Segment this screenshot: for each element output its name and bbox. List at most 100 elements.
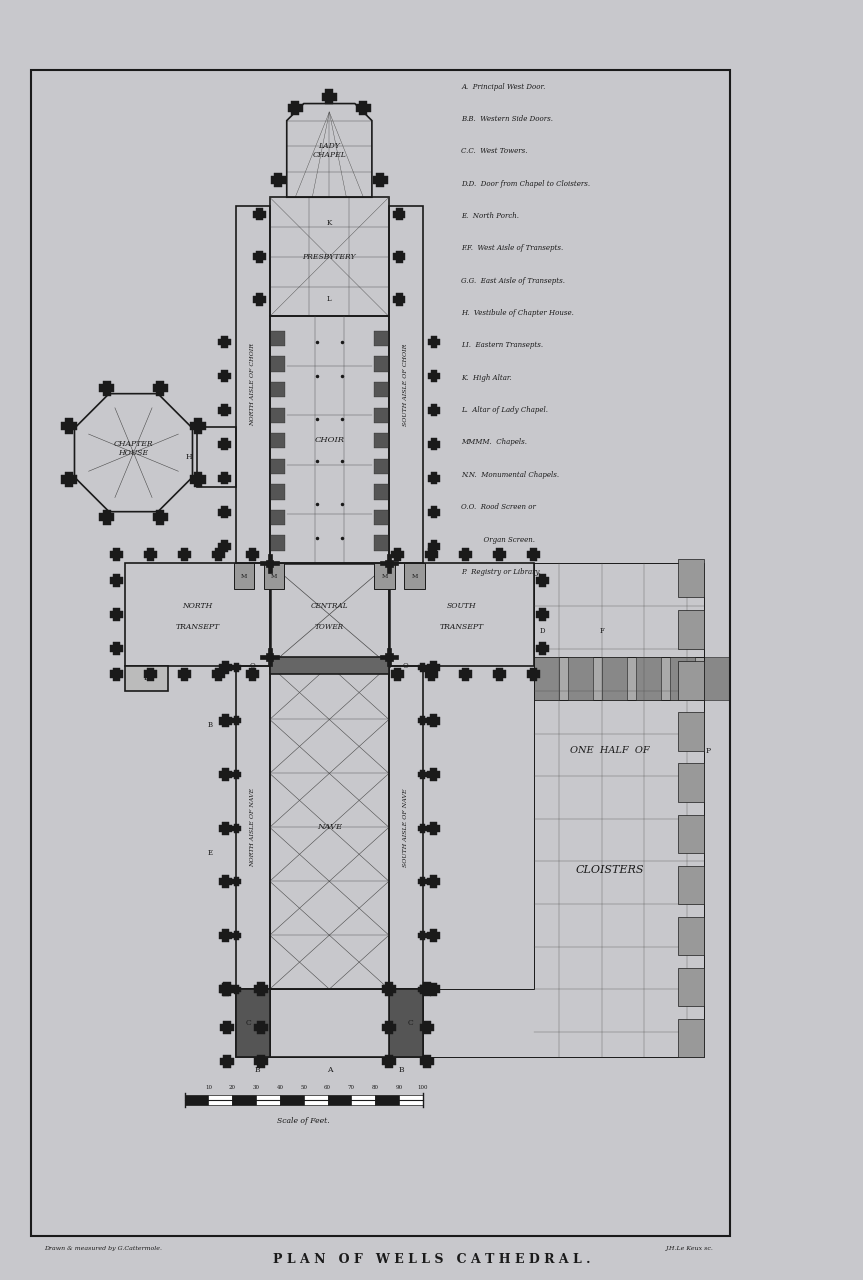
Text: K: K bbox=[327, 219, 332, 227]
Polygon shape bbox=[428, 472, 440, 484]
Polygon shape bbox=[219, 660, 232, 673]
Polygon shape bbox=[418, 771, 426, 780]
Bar bbox=[270, 381, 285, 397]
Polygon shape bbox=[426, 714, 440, 727]
Polygon shape bbox=[99, 380, 115, 396]
Bar bbox=[678, 865, 704, 904]
Bar bbox=[270, 484, 285, 499]
Polygon shape bbox=[393, 209, 406, 220]
Polygon shape bbox=[153, 509, 168, 525]
Bar bbox=[678, 611, 704, 649]
Polygon shape bbox=[428, 540, 440, 553]
Bar bbox=[270, 563, 389, 666]
Polygon shape bbox=[191, 419, 205, 434]
Bar bbox=[256, 1094, 280, 1105]
Text: 10: 10 bbox=[205, 1084, 212, 1089]
Polygon shape bbox=[232, 771, 241, 780]
Polygon shape bbox=[527, 668, 540, 681]
Polygon shape bbox=[418, 931, 426, 940]
Bar bbox=[389, 563, 533, 666]
Text: NAVE: NAVE bbox=[317, 823, 342, 831]
Bar bbox=[678, 559, 704, 598]
Bar bbox=[198, 428, 236, 486]
Polygon shape bbox=[426, 876, 440, 888]
Polygon shape bbox=[428, 404, 440, 416]
Text: A.  Principal West Door.: A. Principal West Door. bbox=[462, 82, 545, 91]
Polygon shape bbox=[232, 717, 241, 726]
Text: B.B.  Western Side Doors.: B.B. Western Side Doors. bbox=[462, 115, 553, 123]
Text: 30: 30 bbox=[253, 1084, 260, 1089]
Polygon shape bbox=[527, 548, 540, 562]
Bar bbox=[270, 407, 285, 422]
Polygon shape bbox=[536, 643, 549, 655]
Text: 50: 50 bbox=[300, 1084, 307, 1089]
Bar bbox=[268, 648, 272, 667]
Text: J.H.Le Keux sc.: J.H.Le Keux sc. bbox=[665, 1247, 713, 1252]
Text: P L A N   O F   W E L L S   C A T H E D R A L .: P L A N O F W E L L S C A T H E D R A L … bbox=[273, 1253, 590, 1266]
Text: H.  Vestibule of Chapter House.: H. Vestibule of Chapter House. bbox=[462, 308, 574, 317]
Text: CENTRAL: CENTRAL bbox=[311, 602, 348, 611]
Bar bbox=[264, 563, 284, 589]
Polygon shape bbox=[391, 668, 404, 681]
Text: SOUTH: SOUTH bbox=[446, 602, 476, 611]
Bar bbox=[236, 989, 270, 1057]
Text: O: O bbox=[249, 662, 255, 669]
Text: M: M bbox=[241, 573, 248, 579]
Text: C: C bbox=[407, 1019, 413, 1027]
Bar bbox=[270, 509, 285, 525]
Polygon shape bbox=[393, 251, 406, 262]
Bar bbox=[266, 653, 274, 660]
Bar bbox=[375, 563, 395, 589]
Text: NORTH AISLE OF CHOIR: NORTH AISLE OF CHOIR bbox=[250, 343, 255, 426]
Bar bbox=[678, 763, 704, 801]
Text: G.G.  East Aisle of Transepts.: G.G. East Aisle of Transepts. bbox=[462, 276, 565, 284]
Text: CHOIR: CHOIR bbox=[314, 436, 344, 444]
Bar bbox=[232, 1094, 256, 1105]
Bar bbox=[389, 206, 423, 563]
Bar bbox=[261, 562, 279, 566]
Bar bbox=[31, 69, 729, 1236]
Bar bbox=[374, 535, 389, 550]
Bar bbox=[266, 559, 274, 567]
Polygon shape bbox=[110, 668, 123, 681]
Polygon shape bbox=[391, 548, 404, 562]
Polygon shape bbox=[219, 822, 232, 835]
Polygon shape bbox=[425, 548, 438, 562]
Text: M: M bbox=[412, 573, 418, 579]
Text: M: M bbox=[381, 573, 387, 579]
Polygon shape bbox=[61, 419, 77, 434]
Text: H: H bbox=[186, 453, 192, 461]
Polygon shape bbox=[420, 1020, 434, 1034]
Text: LADY
CHAPEL: LADY CHAPEL bbox=[312, 142, 346, 159]
Polygon shape bbox=[61, 472, 77, 488]
Text: TRANSEPT: TRANSEPT bbox=[175, 623, 219, 631]
Polygon shape bbox=[110, 608, 123, 621]
Polygon shape bbox=[110, 573, 123, 588]
Bar bbox=[185, 1094, 208, 1105]
Bar bbox=[385, 653, 393, 660]
Polygon shape bbox=[426, 983, 440, 996]
Text: 90: 90 bbox=[395, 1084, 403, 1089]
Polygon shape bbox=[110, 643, 123, 655]
Bar bbox=[380, 655, 399, 659]
Bar bbox=[270, 989, 389, 1057]
Polygon shape bbox=[459, 668, 472, 681]
Bar bbox=[670, 657, 696, 700]
Polygon shape bbox=[220, 982, 234, 996]
Bar bbox=[374, 407, 389, 422]
Bar bbox=[236, 206, 270, 563]
Polygon shape bbox=[426, 929, 440, 942]
Text: L: L bbox=[327, 296, 331, 303]
Polygon shape bbox=[288, 101, 303, 115]
Polygon shape bbox=[219, 768, 232, 781]
Polygon shape bbox=[255, 982, 268, 996]
Text: C: C bbox=[246, 1019, 251, 1027]
Polygon shape bbox=[254, 293, 266, 306]
Bar bbox=[389, 989, 423, 1057]
Polygon shape bbox=[232, 823, 241, 833]
Polygon shape bbox=[144, 668, 157, 681]
Polygon shape bbox=[373, 173, 387, 187]
Polygon shape bbox=[459, 548, 472, 562]
Bar bbox=[374, 458, 389, 474]
Bar bbox=[270, 433, 285, 448]
